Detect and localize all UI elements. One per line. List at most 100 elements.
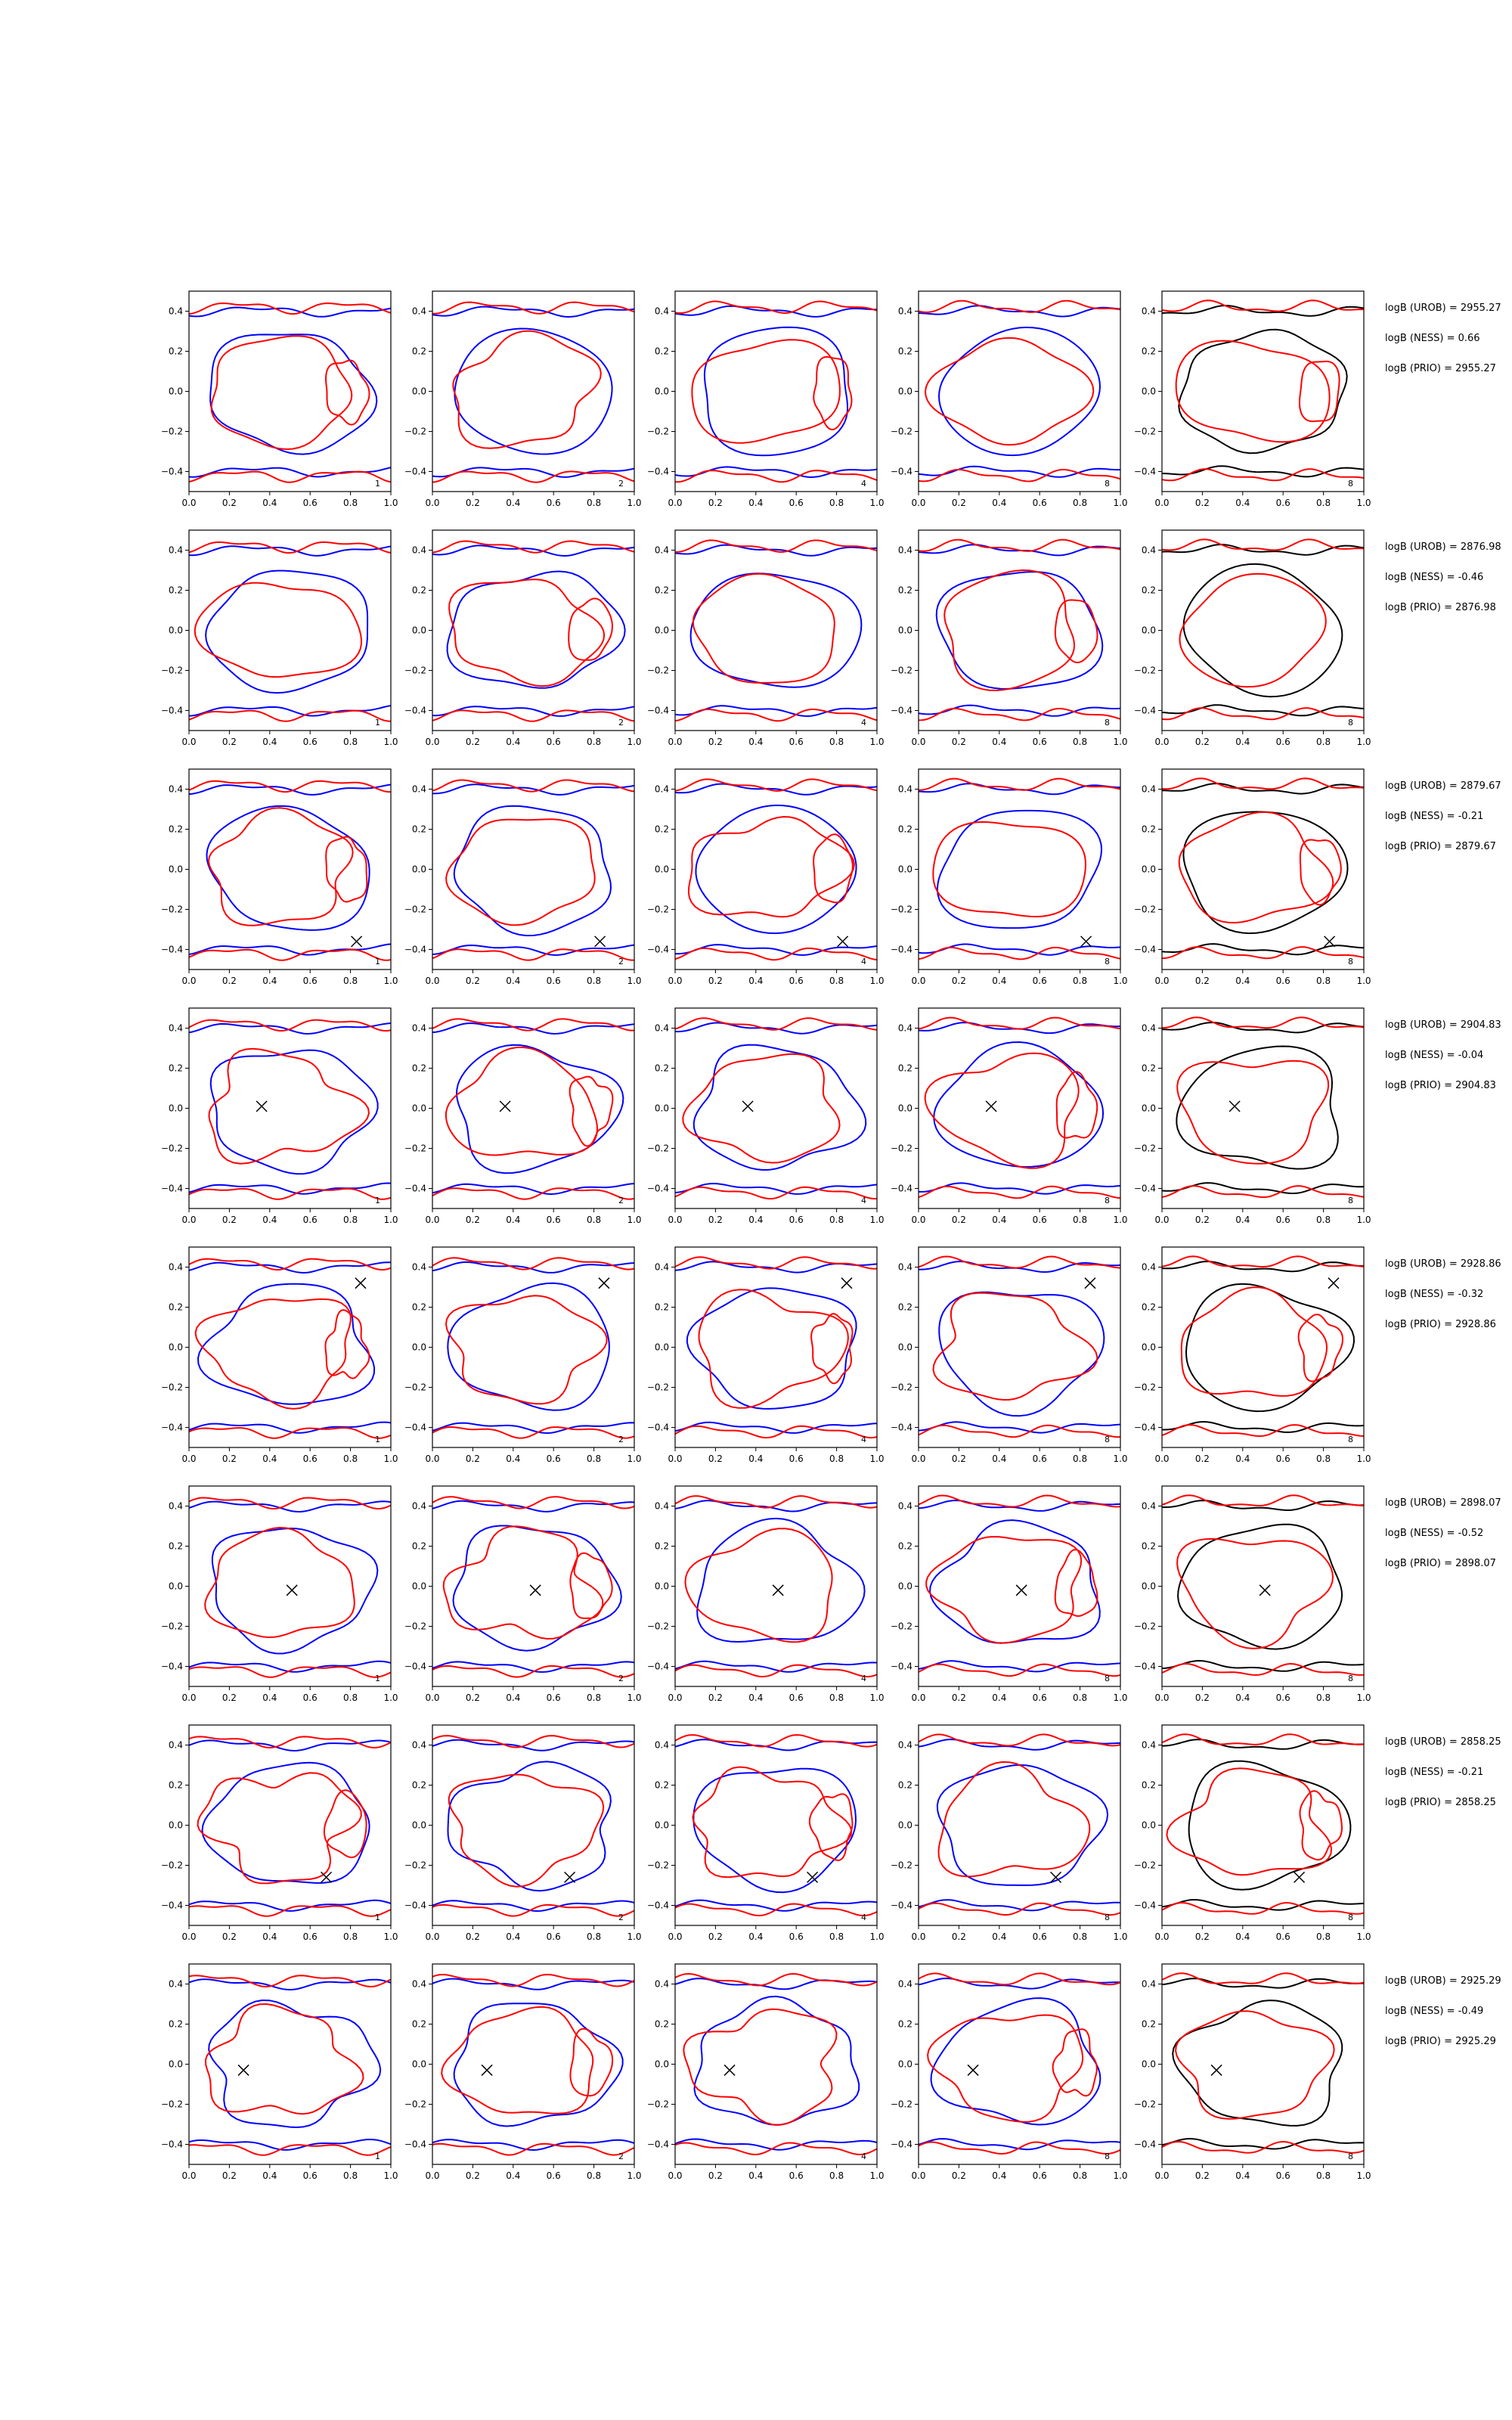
- y-tick-label: 0.4: [1142, 306, 1156, 317]
- contour-top-inner: [919, 1499, 1120, 1512]
- x-tick-label: 0.6: [1276, 1692, 1290, 1703]
- x-tick-label: 0.4: [748, 737, 763, 747]
- contour-top-inner: [675, 305, 877, 318]
- contour-lines: [432, 779, 634, 961]
- y-tick-label: 0.4: [898, 545, 912, 556]
- y-axis-ticks: 0.4 0.2 0.0 −0.2 −0.4: [891, 1979, 919, 2150]
- x-tick-label: 0.2: [1195, 2170, 1210, 2181]
- panel-label: 8: [1348, 1435, 1353, 1444]
- y-tick-label: −0.4: [1134, 1423, 1156, 1433]
- y-tick-label: −0.4: [647, 1423, 669, 1433]
- panel-label: 8: [1348, 957, 1353, 966]
- contour-inner-loop: [208, 1999, 382, 2129]
- y-tick-label: 0.0: [898, 1103, 912, 1114]
- y-tick-label: −0.4: [404, 1423, 426, 1433]
- contour-red-loop: [208, 1047, 370, 1165]
- y-tick-label: −0.4: [161, 1900, 183, 1911]
- contour-red-loop: [207, 807, 354, 926]
- x-tick-label: 0.4: [992, 1931, 1006, 1942]
- y-tick-label: 0.0: [898, 1820, 912, 1831]
- row-annotation: logB (UROB) = 2955.27 logB (NESS) = 0.66 l…: [1385, 302, 1501, 374]
- x-tick-label: 0.6: [1033, 976, 1047, 986]
- x-tick-label: 1.0: [627, 1692, 641, 1703]
- x-tick-label: 0.2: [466, 976, 480, 986]
- x-tick-label: 1.0: [1113, 976, 1127, 986]
- x-tick-label: 0.6: [789, 1692, 804, 1703]
- x-tick-label: 1.0: [1356, 737, 1371, 747]
- x-axis-ticks: 0.0 0.2 0.4 0.6 0.8 1.0: [1154, 1447, 1371, 1464]
- axes-frame: [918, 290, 1121, 492]
- x-axis-ticks: 0.0 0.2 0.4 0.6 0.8 1.0: [425, 492, 642, 508]
- x-tick-label: 0.6: [1033, 737, 1047, 747]
- logb-annotation: logB (PRIO) = 2898.07: [1385, 1558, 1496, 1569]
- marker-x: [594, 935, 606, 948]
- x-tick-label: 0.2: [708, 2170, 723, 2181]
- x-axis-ticks: 0.0 0.2 0.4 0.6 0.8 1.0: [181, 1208, 398, 1225]
- x-tick-label: 1.0: [1356, 1931, 1371, 1942]
- x-tick-label: 0.6: [1276, 976, 1290, 986]
- x-tick-label: 0.4: [506, 1215, 520, 1225]
- contour-top-red: [432, 1018, 634, 1032]
- y-tick-label: −0.2: [647, 427, 669, 437]
- axes-frame: [188, 1963, 392, 2165]
- x-tick-label: 0.6: [303, 737, 318, 747]
- y-tick-label: 0.2: [898, 2019, 912, 2030]
- axes-frame: [188, 1246, 392, 1448]
- marker-x: [807, 1871, 819, 1883]
- x-tick-label: 0.4: [262, 1931, 277, 1942]
- contour-inner-loop: [696, 1517, 866, 1643]
- x-tick-label: 0.6: [547, 1454, 561, 1464]
- x-tick-label: 0.2: [222, 2170, 237, 2181]
- contour-lines: [675, 1256, 877, 1439]
- contour-bottom-inner: [432, 944, 634, 956]
- x-tick-label: 0.8: [1316, 2170, 1331, 2181]
- panel-label: 2: [618, 1435, 624, 1444]
- axes-frame: [432, 1963, 635, 2165]
- marker-x: [286, 1584, 298, 1596]
- x-tick-label: 0.6: [789, 498, 804, 508]
- y-tick-label: 0.2: [169, 1063, 183, 1074]
- x-tick-label: 0.2: [952, 1215, 966, 1225]
- x-tick-label: 0.0: [911, 498, 925, 508]
- contour-bottom-red: [432, 1665, 634, 1678]
- contour-bottom-red: [189, 1427, 391, 1439]
- logb-annotation: logB (NESS) = -0.21: [1385, 1767, 1483, 1778]
- x-tick-label: 0.2: [466, 737, 480, 747]
- marker-x: [1015, 1584, 1027, 1596]
- y-axis-ticks: 0.4 0.2 0.0 −0.2 −0.4: [647, 1262, 675, 1433]
- marker-x: [1084, 1277, 1096, 1289]
- y-tick-label: 0.0: [169, 386, 183, 397]
- y-tick-label: 0.2: [898, 824, 912, 835]
- marker-x: [321, 1871, 333, 1883]
- contour-red-loop: [1179, 572, 1327, 688]
- panel-r2-c3: 0.4 0.2 0.0 −0.2 −0.4 0.0 0.2 0.4 0.6 0.8 1.04: [647, 529, 885, 747]
- y-axis-ticks: 0.4 0.2 0.0 −0.2 −0.4: [647, 1979, 675, 2150]
- x-tick-label: 0.8: [343, 1692, 358, 1703]
- panel-label: 1: [375, 2152, 380, 2161]
- axes-frame: [674, 1963, 878, 2165]
- x-tick-label: 1.0: [383, 1215, 398, 1225]
- y-tick-label: 0.0: [655, 1820, 669, 1831]
- contour-red-small-loop: [1299, 360, 1340, 423]
- x-tick-label: 0.0: [425, 1454, 439, 1464]
- y-tick-label: 0.0: [169, 864, 183, 875]
- contour-top-red: [189, 302, 391, 315]
- panel-r3-c3: 0.4 0.2 0.0 −0.2 −0.4 0.0 0.2 0.4 0.6 0.8 1.0 4: [647, 768, 885, 986]
- y-tick-label: −0.2: [161, 1382, 183, 1393]
- y-tick-label: 0.4: [655, 1023, 669, 1034]
- y-tick-label: 0.0: [1142, 864, 1156, 875]
- panel-label: 8: [1348, 1196, 1353, 1205]
- contour-top-red: [189, 780, 391, 793]
- panel-label: 4: [861, 2152, 866, 2161]
- y-tick-label: 0.4: [412, 784, 426, 795]
- contour-bottom-inner: [189, 1421, 391, 1434]
- contour-bottom-red: [189, 709, 391, 722]
- contour-red-loop: [682, 1053, 841, 1164]
- logb-annotation: logB (UROB) = 2904.83: [1385, 1019, 1501, 1031]
- y-tick-label: −0.2: [1134, 904, 1156, 915]
- y-tick-label: 0.4: [1142, 545, 1156, 556]
- contour-top-inner: [919, 1260, 1120, 1274]
- y-tick-label: −0.4: [161, 467, 183, 477]
- contour-bottom-red: [432, 948, 634, 961]
- y-tick-label: −0.4: [161, 1661, 183, 1672]
